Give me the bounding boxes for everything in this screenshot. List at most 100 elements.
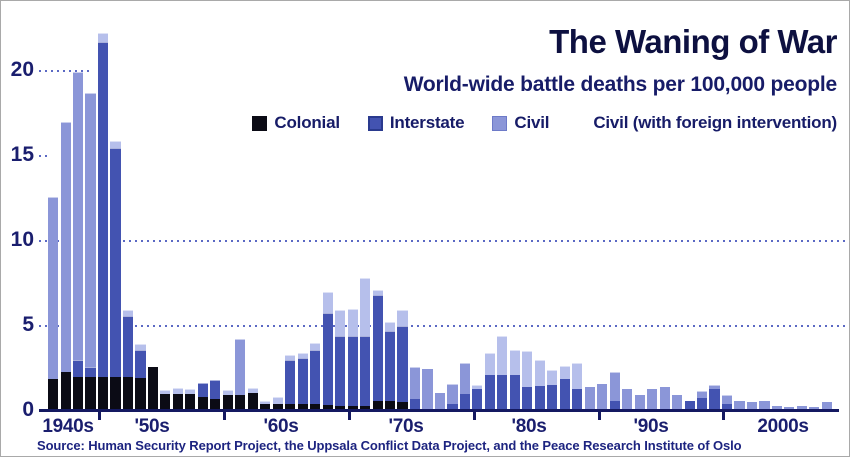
bar-1955 <box>160 390 171 409</box>
bar-segment-interstate <box>534 386 545 409</box>
bar-1996 <box>672 395 683 409</box>
bar-1947 <box>60 121 71 409</box>
bar-1986 <box>547 369 558 409</box>
bar-segment-civil_fi <box>222 390 233 396</box>
bar-segment-colonial <box>60 371 71 409</box>
bar-1950 <box>97 33 109 409</box>
bar-segment-civil_fi <box>385 322 396 331</box>
bar-segment-civil_fi <box>572 363 583 389</box>
bar-segment-civil <box>434 392 446 409</box>
bar-segment-interstate <box>684 400 695 409</box>
bar-1978 <box>447 383 458 409</box>
bar-segment-civil <box>235 339 246 396</box>
bar-2003 <box>759 400 770 409</box>
legend-label-civil_fi: Civil (with foreign intervention) <box>593 113 837 132</box>
bar-1957 <box>185 389 196 409</box>
bar-segment-civil <box>85 92 96 367</box>
bar-1966 <box>297 352 308 409</box>
bar-segment-interstate <box>472 388 483 409</box>
x-axis <box>39 409 839 412</box>
legend-label-civil: Civil <box>514 113 550 132</box>
bar-1969 <box>335 309 346 409</box>
bar-segment-interstate <box>122 315 134 377</box>
decade-label-1940s: 1940s <box>42 416 94 437</box>
bar-2007 <box>809 406 820 409</box>
decade-label-70s: '70s <box>388 416 424 437</box>
y-axis-label-5: 5 <box>22 313 34 336</box>
bar-1962 <box>247 387 258 409</box>
bar-segment-colonial <box>197 397 208 409</box>
bar-segment-interstate <box>310 349 321 404</box>
decade-label-90s: '90s <box>633 416 669 437</box>
bar-segment-interstate <box>85 366 96 377</box>
bar-segment-colonial <box>347 405 358 409</box>
bar-segment-civil <box>746 402 758 409</box>
decade-label-80s: '80s <box>511 416 547 437</box>
bar-1946 <box>48 197 59 409</box>
bar-segment-interstate <box>335 335 346 406</box>
bar-1951 <box>110 141 121 409</box>
bar-segment-colonial <box>210 398 221 409</box>
bar-segment-interstate <box>385 330 396 401</box>
bar-segment-civil_fi <box>472 385 483 389</box>
bar-1993 <box>634 395 645 409</box>
bar-segment-civil_fi <box>347 308 358 336</box>
bar-segment-civil <box>409 366 421 399</box>
decade-tick <box>223 412 226 420</box>
legend: Colonial Interstate Civil Civil (with forei… <box>252 113 837 133</box>
decade-label-50s: '50s <box>134 416 170 437</box>
bar-segment-colonial <box>297 403 308 409</box>
bar-1992 <box>622 388 633 409</box>
bar-1977 <box>434 392 446 409</box>
bar-segment-civil <box>796 405 807 409</box>
bar-segment-interstate <box>447 403 458 409</box>
bar-segment-civil <box>697 391 708 398</box>
bar-segment-civil <box>659 386 670 409</box>
bar-segment-colonial <box>122 376 134 409</box>
decade-tick <box>348 412 351 420</box>
bar-segment-interstate <box>322 312 333 405</box>
bar-1991 <box>609 371 620 409</box>
bar-segment-interstate <box>210 380 221 399</box>
bar-segment-civil <box>809 406 820 409</box>
bar-segment-interstate <box>360 335 371 406</box>
bar-segment-civil_fi <box>122 310 134 316</box>
bar-segment-civil_fi <box>559 366 570 380</box>
bar-segment-civil_fi <box>260 401 271 404</box>
bar-segment-colonial <box>135 378 146 409</box>
bar-segment-interstate <box>285 359 296 404</box>
bar-1970 <box>347 308 358 409</box>
bar-1990 <box>597 383 608 409</box>
y-axis-label-10: 10 <box>10 228 34 251</box>
bar-1961 <box>235 339 246 409</box>
bar-1984 <box>522 351 533 409</box>
bar-segment-civil_fi <box>247 387 258 393</box>
bar-segment-civil_fi <box>484 352 495 375</box>
bar-segment-colonial <box>110 376 121 409</box>
bar-1973 <box>385 322 396 409</box>
bar-segment-colonial <box>272 403 283 409</box>
bar-1967 <box>310 342 321 409</box>
bar-segment-interstate <box>522 386 533 409</box>
bar-2005 <box>784 406 795 409</box>
bar-segment-civil_fi <box>322 291 333 313</box>
bar-1997 <box>684 400 695 409</box>
bar-segment-interstate <box>509 375 520 409</box>
bar-segment-colonial <box>322 404 333 409</box>
bar-segment-interstate <box>135 349 146 379</box>
bar-segment-colonial <box>147 367 158 409</box>
bar-segment-colonial <box>310 403 321 409</box>
bar-segment-civil <box>622 388 633 409</box>
bar-segment-interstate <box>97 41 109 377</box>
bar-1956 <box>172 387 183 409</box>
bar-segment-colonial <box>385 400 396 409</box>
bar-1949 <box>85 92 96 409</box>
bar-segment-civil_fi <box>372 290 383 296</box>
bar-1954 <box>147 367 158 409</box>
y-axis-label-20: 20 <box>10 58 34 81</box>
bar-segment-civil <box>48 197 59 380</box>
legend-label-interstate: Interstate <box>389 113 465 132</box>
bar-segment-civil_fi <box>185 389 196 394</box>
bar-segment-civil <box>634 395 645 409</box>
